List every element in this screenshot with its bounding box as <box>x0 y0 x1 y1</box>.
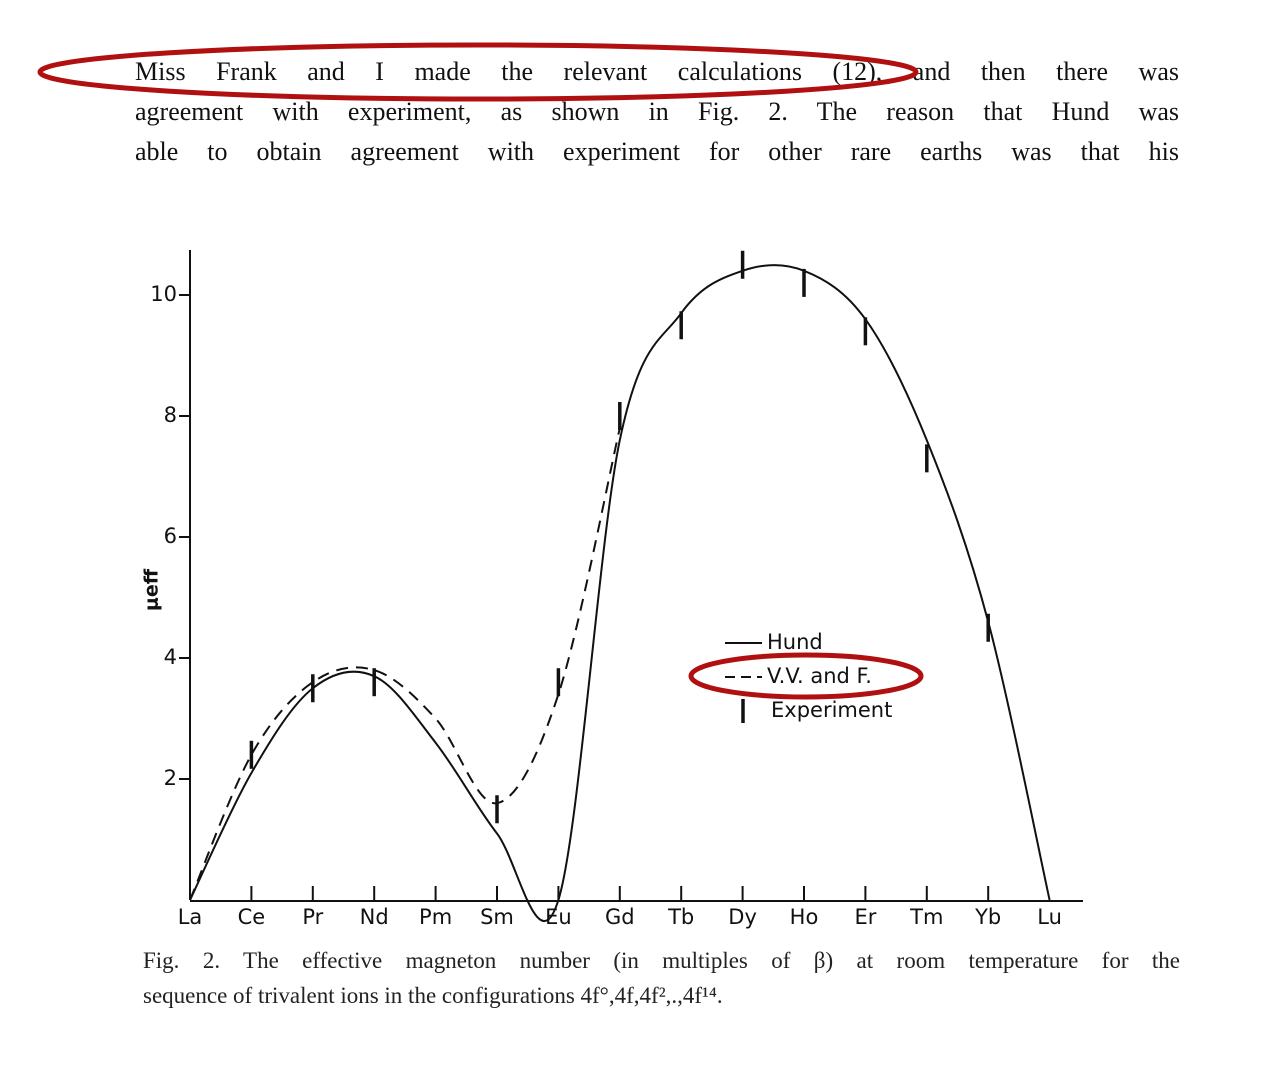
y-tick-label: 2 <box>164 766 177 790</box>
x-tick-label: La <box>178 905 203 929</box>
y-axis-label: μeff <box>141 568 163 611</box>
x-tick-label: Yb <box>974 905 1001 929</box>
legend-label: Hund <box>767 630 823 654</box>
legend-label: V.V. and F. <box>767 664 872 688</box>
x-tick-label: Eu <box>545 905 572 929</box>
x-tick-label: Tb <box>667 905 694 929</box>
x-tick-label: Lu <box>1037 905 1062 929</box>
x-tick-label: Ho <box>790 905 819 929</box>
y-tick-label: 10 <box>150 282 177 306</box>
caption-line: sequence of trivalent ions in the config… <box>143 983 723 1008</box>
x-tick-label: Er <box>854 905 876 929</box>
text-line: agreement with experiment, as shown in F… <box>135 97 1179 126</box>
y-tick-label: 6 <box>164 524 177 548</box>
caption: Fig. 2. The effective magneton number (i… <box>143 943 1180 1013</box>
x-tick-label: Nd <box>360 905 389 929</box>
series-line <box>189 427 621 901</box>
x-tick-label: Dy <box>728 905 757 929</box>
x-tick-label: Sm <box>480 905 514 929</box>
y-tick-label: 4 <box>164 645 177 669</box>
x-tick-label: Tm <box>909 905 943 929</box>
x-tick-label: Pm <box>419 905 452 929</box>
caption-line: Fig. 2. The effective magneton number (i… <box>143 948 1180 973</box>
y-tick-label: 8 <box>164 403 177 427</box>
x-tick-label: Ce <box>238 905 266 929</box>
series-line <box>189 264 1051 922</box>
text-line: able to obtain agreement with experiment… <box>135 137 1179 166</box>
x-tick-label: Gd <box>605 905 635 929</box>
x-tick-label: Pr <box>302 905 323 929</box>
legend-label: Experiment <box>771 698 892 722</box>
